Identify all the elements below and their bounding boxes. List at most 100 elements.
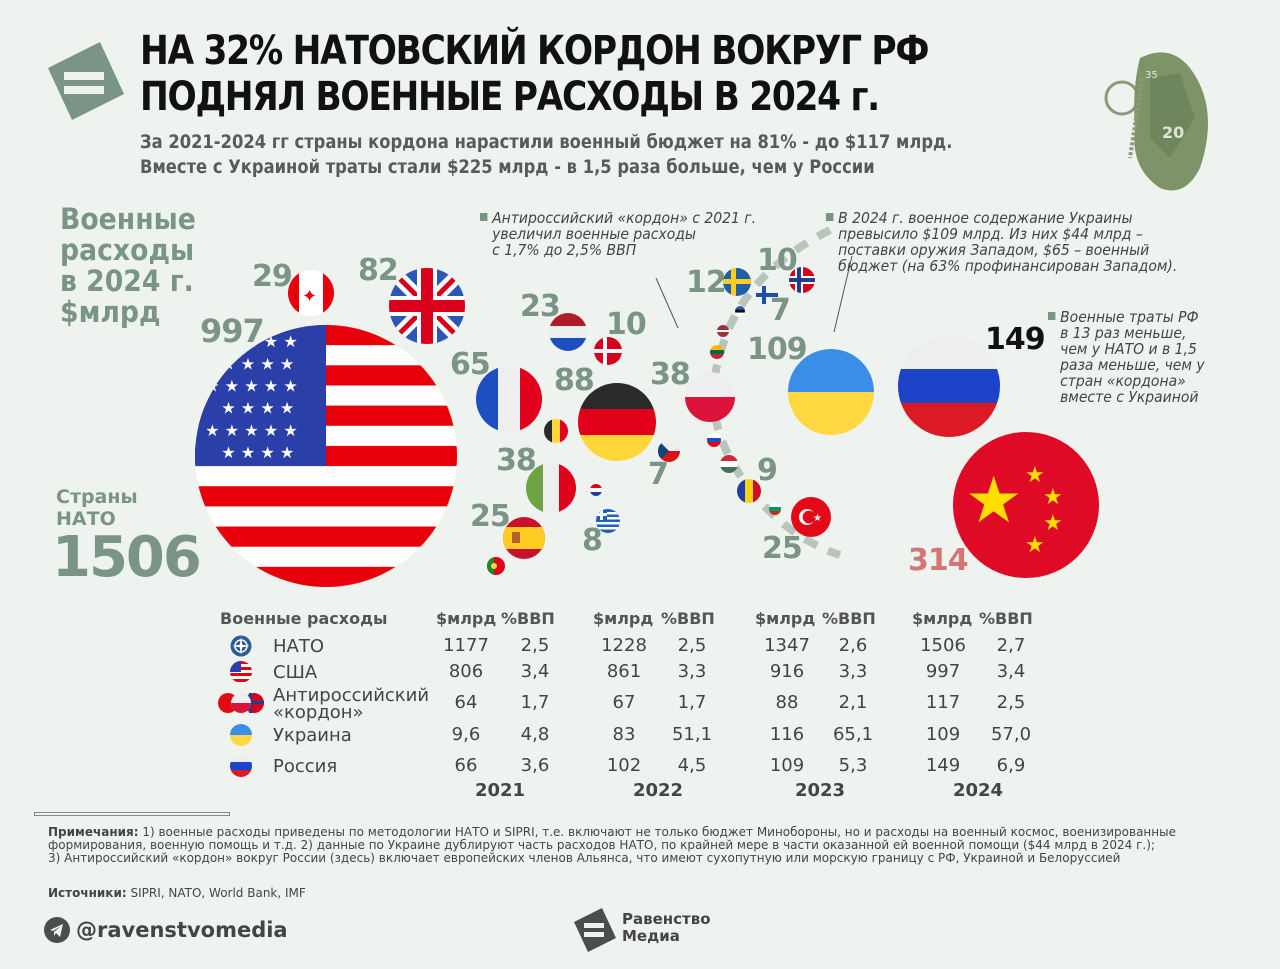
svg-text:★: ★: [1043, 485, 1063, 510]
subtitle-line-2: Вместе с Украиной траты стали $225 млрд …: [140, 156, 875, 178]
table-cell: 64: [454, 692, 478, 713]
col-gdp-2021: %ВВП: [501, 609, 555, 628]
nato-total-value: 1506: [52, 525, 202, 590]
value-germany: 88: [554, 363, 595, 398]
table-cell: 117: [925, 692, 961, 713]
flag-romania-bubble: [737, 479, 761, 503]
svg-text:★ ★ ★ ★: ★ ★ ★ ★: [221, 354, 294, 373]
value-ukraine: 109: [747, 332, 808, 367]
year-2022: 2022: [632, 780, 684, 801]
flag-croatia-bubble: [590, 484, 602, 496]
flag-belgium-bubble: [544, 419, 568, 443]
table-title: Военные расходы: [220, 609, 388, 628]
col-usd-2022: $млрд: [593, 609, 654, 628]
subtitle: За 2021-2024 гг страны кордона нарастили…: [140, 130, 952, 180]
bullet-square-icon: [480, 213, 488, 221]
label-line: НАТО: [56, 508, 116, 530]
table-cell: 2,6: [838, 635, 868, 656]
annotation-line: В 2024 г. военное содержание Украины: [838, 209, 1133, 227]
value-denmark: 10: [606, 307, 647, 342]
annotation-line: чем у НАТО и в 1,5: [1060, 340, 1197, 358]
value-usa: 997: [200, 312, 265, 350]
annotation-line: Военные траты РФ: [1060, 308, 1199, 326]
svg-text:20: 20: [1162, 123, 1184, 142]
row-label-usa: США: [273, 662, 318, 683]
table-cell: 861: [606, 661, 642, 682]
flag-netherlands-bubble: [549, 313, 587, 351]
subtitle-line-1: За 2021-2024 гг страны кордона нарастили…: [140, 131, 953, 153]
year-2024: 2024: [952, 780, 1004, 801]
sources-text: SIPRI, NATO, World Bank, IMF: [126, 886, 306, 900]
annotation-ukraine: В 2024 г. военное содержание Украины пре…: [826, 210, 1177, 274]
flag-turkey-bubble: ★: [791, 497, 831, 537]
brand-name: Равенство Медиа: [622, 911, 711, 945]
table-cell: 4,5: [677, 755, 707, 776]
col-usd-2021: $млрд: [436, 609, 497, 628]
table-cell: 2,5: [677, 635, 707, 656]
value-netherlands: 23: [520, 289, 561, 324]
value-czech: 7: [648, 457, 669, 492]
annotation-line: увеличил военные расходы: [492, 225, 696, 243]
annotation-line: превысило $109 млрд. Из них $44 млрд –: [838, 225, 1143, 243]
flag-sweden-bubble: [723, 268, 751, 296]
flag-latvia-bubble: [717, 325, 729, 337]
annotation-cordon: Антироссийский «кордон» с 2021 г. увелич…: [480, 210, 756, 258]
value-greece: 8: [582, 523, 603, 558]
flag-france-bubble: [476, 366, 542, 432]
annotation-leader-lines: [655, 255, 853, 333]
table-cell: 57,0: [990, 724, 1032, 745]
flag-lithuania-bubble: [710, 345, 724, 359]
col-gdp-2024: %ВВП: [979, 609, 1033, 628]
table-cell: 88: [775, 692, 799, 713]
svg-text:★ ★ ★ ★: ★ ★ ★ ★: [221, 399, 294, 418]
table-cell: 66: [454, 755, 478, 776]
annotation-line: Антироссийский «кордон» с 2021 г.: [492, 209, 757, 227]
year-2023: 2023: [794, 780, 846, 801]
row-label-nato: НАТО: [273, 636, 325, 657]
table-cell: 3,3: [838, 661, 868, 682]
svg-text:35: 35: [1145, 70, 1158, 81]
label-line: расходы: [60, 233, 195, 267]
brand-line: Медиа: [622, 927, 680, 945]
table-cell: 2,1: [838, 692, 868, 713]
year-2021: 2021: [474, 780, 526, 801]
annotation-line: вместе с Украиной: [1060, 388, 1199, 406]
notes-line: 3) Антироссийский «кордон» вокруг России…: [48, 851, 1121, 865]
annotation-line: бюджет (на 63% профинансирован Западом).: [838, 257, 1178, 275]
bubble-section-label: Военные расходы в 2024 г. $млрд: [60, 204, 196, 328]
col-usd-2024: $млрд: [912, 609, 973, 628]
bullet-square-icon: [826, 213, 834, 221]
table-cell: 3,4: [520, 661, 550, 682]
table-cell: 65,1: [832, 724, 874, 745]
annotation-russia: Военные траты РФ в 13 раз меньше, чем у …: [1048, 309, 1205, 405]
flag-czech-bubble: [658, 440, 680, 462]
nato-icon: [230, 635, 252, 657]
flag-poland-bubble: [685, 372, 735, 422]
table-cell: 116: [769, 724, 805, 745]
svg-text:★ ★ ★ ★ ★: ★ ★ ★ ★ ★: [205, 421, 298, 440]
flag-greece-bubble: [596, 509, 620, 533]
svg-text:★: ★: [1025, 463, 1045, 488]
flag-portugal-bubble: [487, 557, 505, 575]
value-russia: 149: [985, 322, 1046, 357]
table-cell: 1347: [764, 635, 810, 656]
value-uk: 82: [358, 253, 399, 288]
flag-spain-bubble: [503, 517, 545, 559]
table-cell: 3,6: [520, 755, 550, 776]
table-cell: 3,4: [996, 661, 1026, 682]
ravenstvo-logo-icon: [574, 908, 616, 952]
annotation-line: поставки оружия Западом, $65 – военный: [838, 241, 1150, 259]
telegram-handle-link[interactable]: @ravenstvomedia: [76, 918, 288, 942]
table-cell: 1,7: [520, 692, 550, 713]
notes-line: 1) военные расходы приведены по методоло…: [138, 825, 1176, 839]
flag-china-bubble: ★ ★★★★: [953, 432, 1099, 578]
table-cell: 1,7: [677, 692, 707, 713]
value-turkey: 25: [762, 531, 803, 566]
table-cell: 4,8: [520, 724, 550, 745]
table-cell: 916: [769, 661, 805, 682]
footnotes: Примечания: 1) военные расходы приведены…: [48, 826, 1248, 865]
title-line-1: НА 32% НАТОВСКИЙ КОРДОН ВОКРУГ РФ: [140, 28, 929, 74]
flag-italy-bubble: [526, 463, 576, 513]
svg-text:★: ★: [813, 513, 822, 524]
value-romania: 9: [757, 453, 778, 488]
